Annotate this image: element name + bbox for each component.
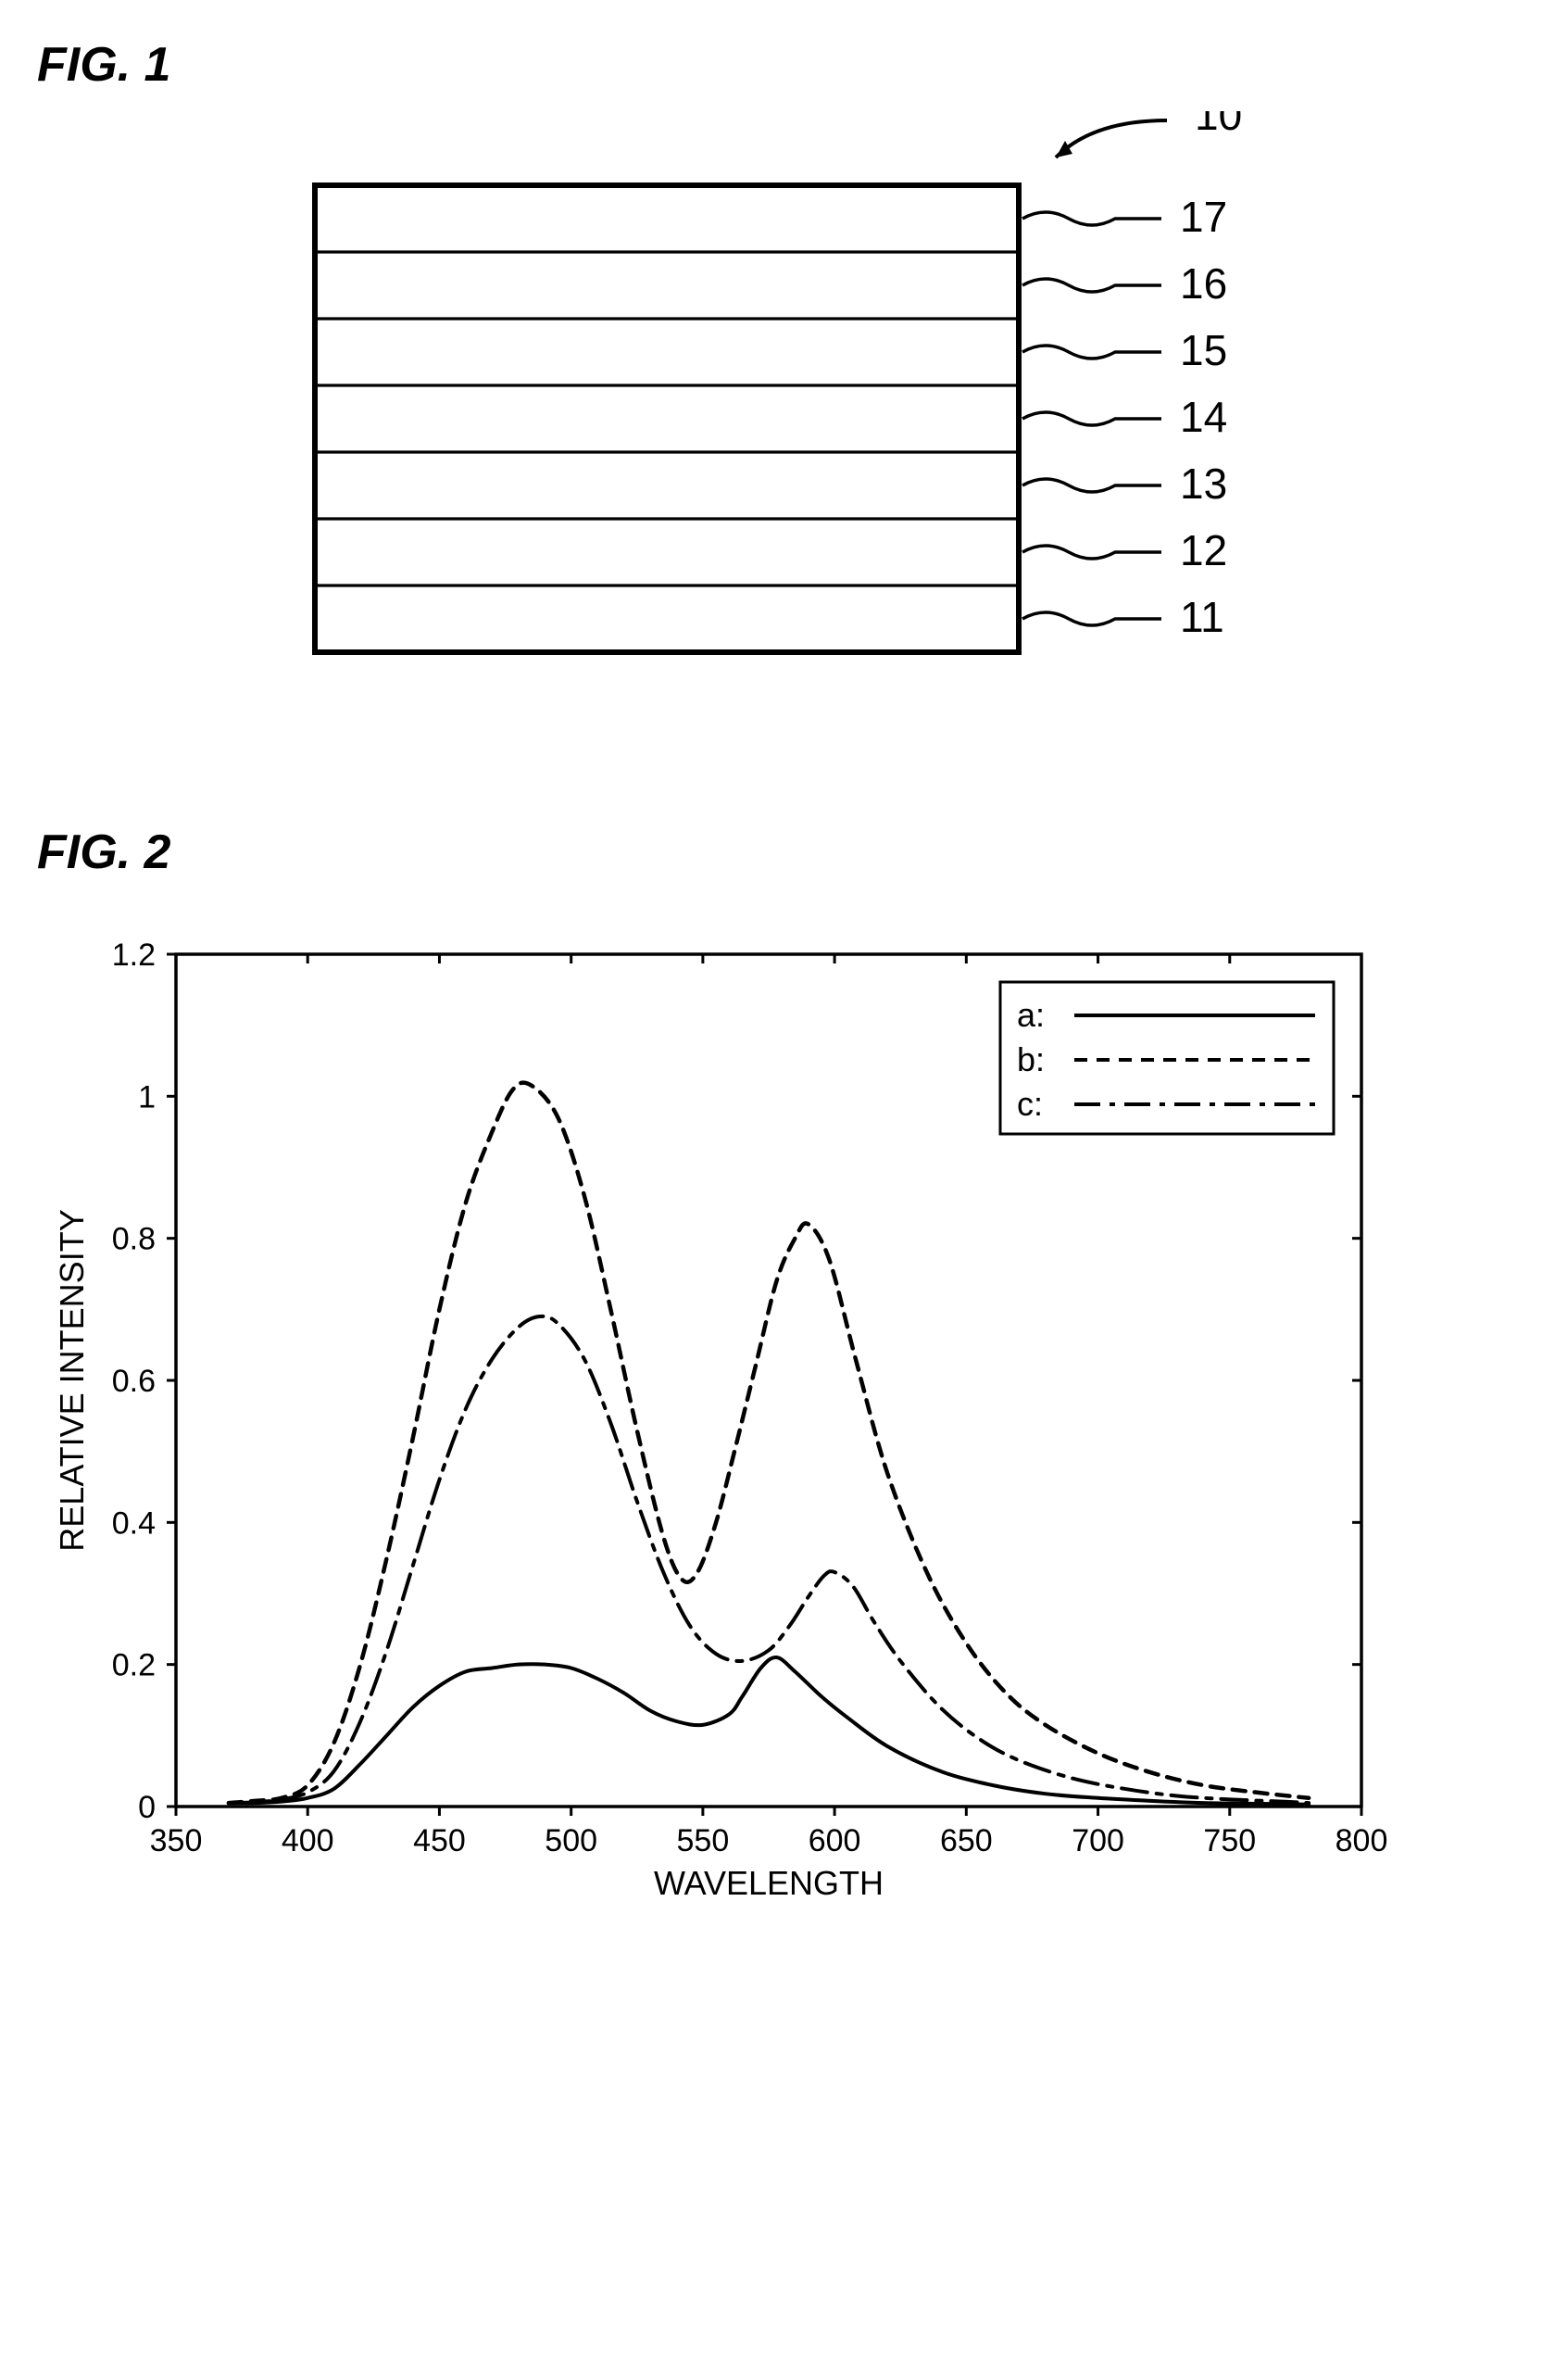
svg-text:11: 11 [1180, 593, 1224, 641]
svg-text:c:: c: [1017, 1085, 1043, 1123]
svg-text:350: 350 [150, 1823, 203, 1858]
svg-text:1: 1 [138, 1079, 156, 1114]
svg-text:0.8: 0.8 [112, 1222, 156, 1257]
svg-text:800: 800 [1336, 1823, 1388, 1858]
svg-text:0.2: 0.2 [112, 1648, 156, 1683]
svg-text:13: 13 [1180, 460, 1227, 508]
svg-text:700: 700 [1072, 1823, 1124, 1858]
svg-text:a:: a: [1017, 996, 1045, 1034]
fig1-diagram: 10 17 16 15 14 13 12 11 [130, 111, 1426, 713]
svg-text:15: 15 [1180, 326, 1227, 374]
svg-text:550: 550 [677, 1823, 730, 1858]
svg-text:1.2: 1.2 [112, 938, 156, 973]
fig1-title: FIG. 1 [37, 37, 1519, 93]
svg-text:0.6: 0.6 [112, 1364, 156, 1399]
svg-text:17: 17 [1180, 193, 1227, 241]
svg-text:b:: b: [1017, 1040, 1045, 1078]
svg-text:500: 500 [545, 1823, 597, 1858]
fig2-chart: 350 400 450 500 550 600 650 700 750 800 0 0.2 0.4 0.6… [37, 917, 1426, 1936]
svg-text:650: 650 [940, 1823, 993, 1858]
svg-text:750: 750 [1203, 1823, 1256, 1858]
svg-text:10: 10 [1195, 111, 1242, 139]
svg-text:12: 12 [1180, 526, 1227, 574]
svg-text:0: 0 [138, 1790, 156, 1825]
fig2-title: FIG. 2 [37, 825, 1519, 880]
svg-text:0.4: 0.4 [112, 1505, 156, 1541]
svg-text:450: 450 [413, 1823, 466, 1858]
svg-text:RELATIVE INTENSITY: RELATIVE INTENSITY [53, 1209, 91, 1551]
svg-text:16: 16 [1180, 259, 1227, 308]
svg-text:14: 14 [1180, 393, 1227, 441]
svg-text:600: 600 [809, 1823, 861, 1858]
svg-text:400: 400 [282, 1823, 334, 1858]
svg-text:WAVELENGTH: WAVELENGTH [654, 1864, 884, 1902]
